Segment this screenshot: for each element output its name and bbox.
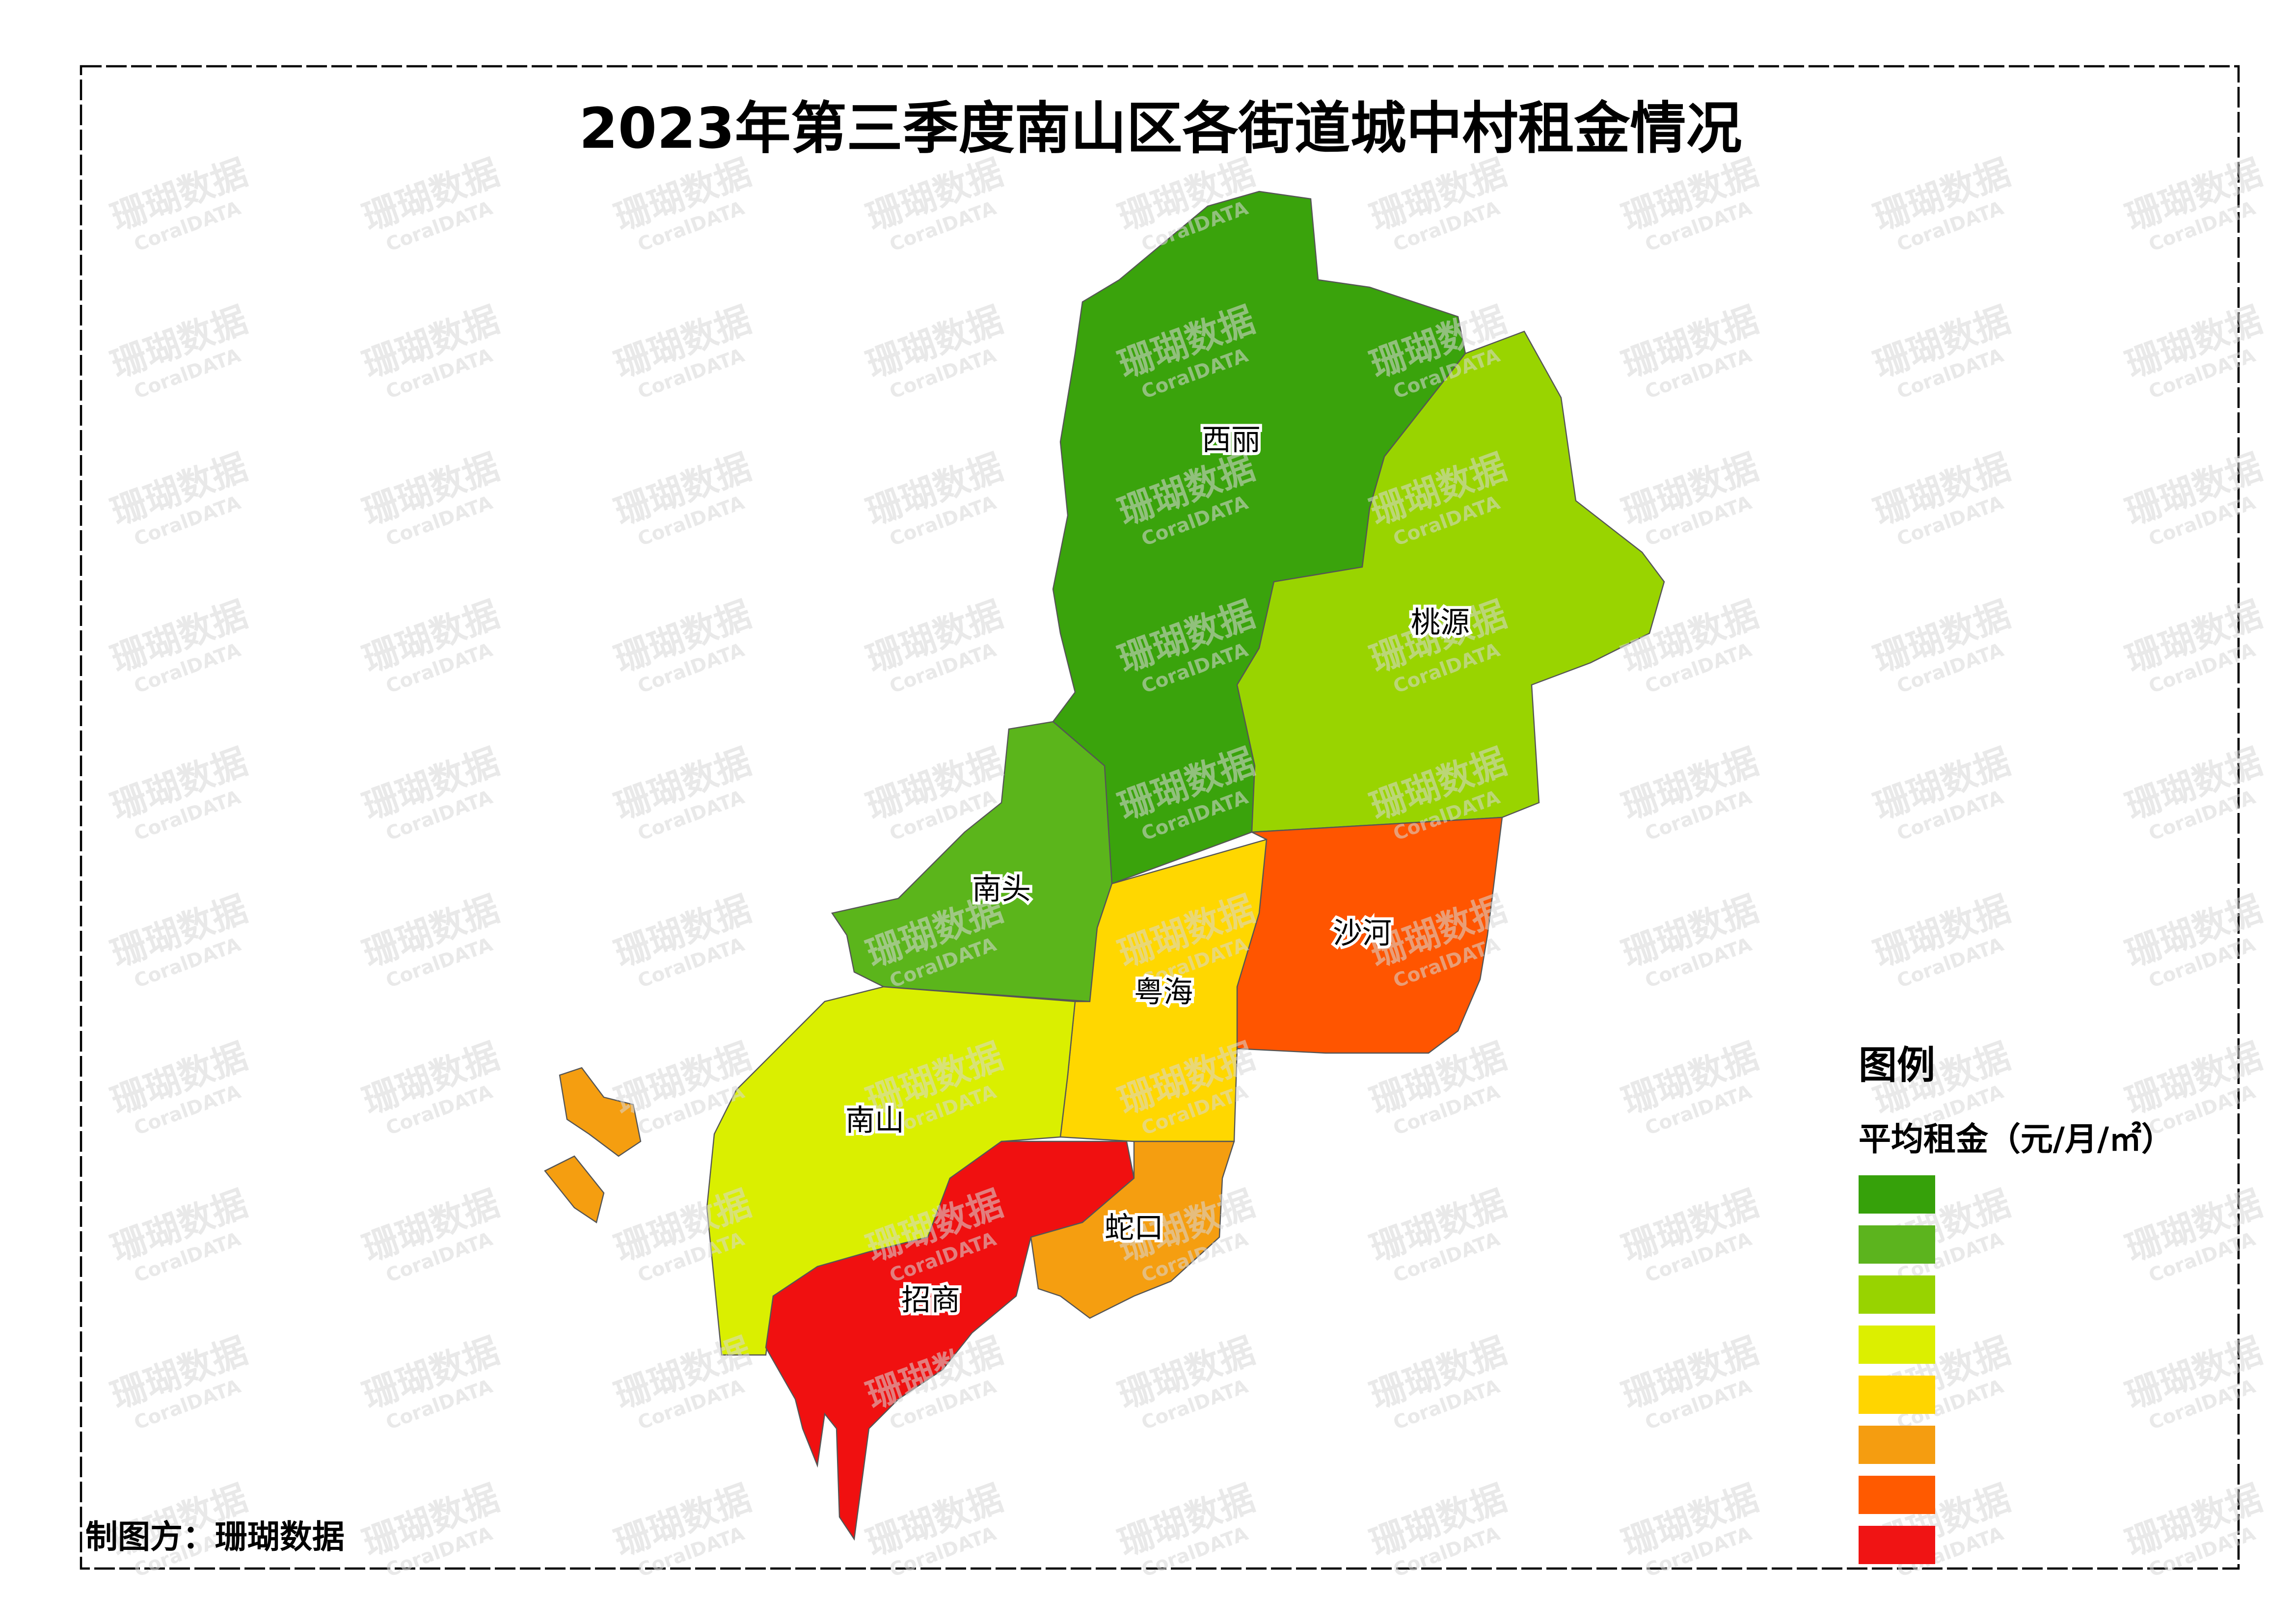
legend-swatch — [1859, 1325, 1935, 1364]
region — [559, 1067, 642, 1157]
region — [544, 1155, 605, 1223]
legend-swatch — [1859, 1475, 1935, 1514]
district-label: 南头 — [972, 872, 1031, 907]
legend-swatch — [1859, 1225, 1935, 1264]
legend-swatch — [1859, 1375, 1935, 1414]
district-label: 沙河 — [1333, 917, 1392, 951]
district-label: 招商 — [901, 1283, 960, 1318]
legend — [1859, 1175, 1935, 1564]
legend-swatch — [1859, 1275, 1935, 1314]
district-label: 西丽 — [1202, 423, 1261, 458]
district-label: 蛇口 — [1105, 1211, 1163, 1245]
district-label: 南山 — [845, 1104, 904, 1138]
map-title: 2023年第三季度南山区各街道城中村租金情况 — [579, 96, 1742, 161]
region — [1030, 1140, 1235, 1319]
legend-subtitle: 平均租金（元/月/㎡） — [1859, 1120, 2174, 1158]
district-label: 粤海 — [1134, 975, 1193, 1010]
legend-title: 图例 — [1859, 1043, 1935, 1087]
legend-swatch — [1859, 1175, 1935, 1214]
district-label: 桃源 — [1411, 606, 1470, 640]
legend-swatch — [1859, 1425, 1935, 1464]
region — [1236, 330, 1665, 833]
credit: 制图方：珊瑚数据 — [85, 1518, 345, 1556]
regions — [544, 190, 1665, 1541]
legend-swatch — [1859, 1525, 1935, 1564]
